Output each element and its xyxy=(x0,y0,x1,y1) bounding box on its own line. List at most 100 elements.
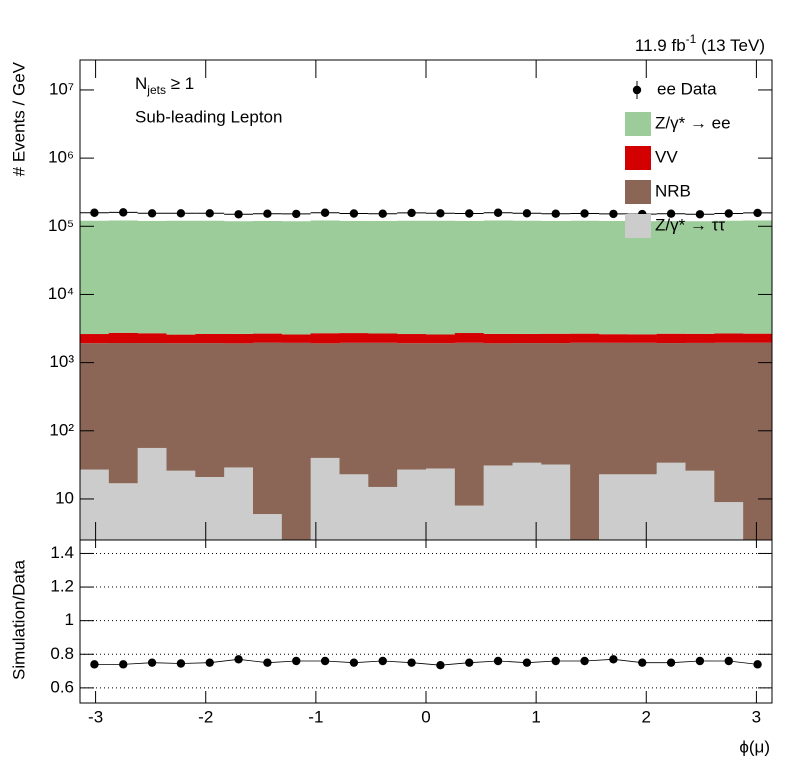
legend-label: NRB xyxy=(655,181,691,200)
data-point xyxy=(724,209,733,218)
x-tick-label: 3 xyxy=(752,707,761,726)
data-point xyxy=(234,210,243,219)
stack-bar xyxy=(685,342,715,471)
stack-bar xyxy=(224,333,254,344)
lumi-suffix: (13 TeV) xyxy=(696,36,765,55)
stack-bar xyxy=(743,342,773,540)
data-point xyxy=(176,209,186,218)
stack-bar xyxy=(685,470,715,540)
ratio-point xyxy=(609,655,618,664)
x-tick-label: 0 xyxy=(421,707,430,726)
y-tick-label: 1.4 xyxy=(50,543,74,562)
legend-swatch xyxy=(625,180,651,204)
stack-bar xyxy=(541,220,571,334)
ratio-point xyxy=(176,659,186,668)
stack-bar xyxy=(397,343,427,470)
stack-bar xyxy=(195,220,225,334)
stack-bar xyxy=(541,464,571,540)
ratio-point xyxy=(147,658,157,667)
y-tick-label: 10² xyxy=(49,420,74,439)
ratio-y-axis-label: Simulation/Data xyxy=(9,559,28,680)
data-point xyxy=(90,208,99,217)
ratio-point xyxy=(465,658,474,667)
stack-bar xyxy=(166,220,196,335)
stack-bar xyxy=(627,221,657,335)
data-point xyxy=(349,209,359,218)
stack-bar xyxy=(656,343,686,463)
ratio-point xyxy=(695,656,705,666)
stack-bar xyxy=(627,474,657,540)
stack-bar xyxy=(339,342,369,475)
ratio-point xyxy=(320,656,330,666)
stack-bar xyxy=(224,221,254,334)
ratio-point xyxy=(349,658,359,667)
legend-swatch xyxy=(625,214,651,238)
data-point xyxy=(320,208,330,217)
stack-bar xyxy=(599,342,629,475)
stack-bar xyxy=(224,467,254,540)
stack-bar xyxy=(743,220,773,334)
stack-bar xyxy=(368,342,398,487)
data-point xyxy=(263,209,272,218)
stack-bar xyxy=(599,334,629,343)
njets-sub: jets xyxy=(146,83,166,97)
ratio-point xyxy=(724,656,733,666)
stack-bar xyxy=(397,220,427,335)
stack-bar xyxy=(108,343,138,484)
data-point xyxy=(378,209,387,218)
x-axis-label: ϕ(μ) xyxy=(739,737,770,756)
legend-label: Z/γ* → ττ xyxy=(655,215,725,234)
stack-bar xyxy=(714,333,744,343)
stack-bar xyxy=(454,505,484,540)
stack-bar xyxy=(80,343,110,470)
stack-bar xyxy=(108,220,138,333)
stack-bar xyxy=(195,333,225,344)
stack-bar xyxy=(454,220,484,334)
stack-bar xyxy=(253,333,283,343)
ratio-point xyxy=(378,656,387,666)
stack-bar xyxy=(714,342,744,503)
data-point xyxy=(580,209,589,218)
stack-bar xyxy=(512,462,542,540)
njets-symbol: N xyxy=(135,74,147,93)
y-tick-label: 10³ xyxy=(49,352,74,371)
ratio-point xyxy=(205,658,214,667)
data-point xyxy=(292,209,301,219)
stack-bar xyxy=(570,342,600,540)
ratio-point xyxy=(292,656,301,666)
stack-bar xyxy=(627,334,657,343)
stack-bar xyxy=(310,333,340,344)
data-point xyxy=(465,209,474,218)
legend-label: VV xyxy=(655,147,678,166)
data-point xyxy=(119,208,128,217)
stack-bar xyxy=(108,332,138,344)
ratio-point xyxy=(436,660,445,670)
stack-bar xyxy=(368,486,398,540)
stack-bar xyxy=(714,502,744,540)
stack-bar xyxy=(656,220,686,334)
data-point xyxy=(551,209,560,218)
stack-bar xyxy=(368,220,398,334)
x-tick-label: 1 xyxy=(531,707,540,726)
stack-bar xyxy=(397,469,427,540)
ratio-point xyxy=(580,656,589,666)
lumi-sup: -1 xyxy=(686,32,697,46)
data-point xyxy=(753,208,762,218)
y-tick-label: 10 xyxy=(55,488,74,507)
stack-bar xyxy=(195,476,225,540)
y-tick-label: 10⁵ xyxy=(48,216,74,235)
stack-bar xyxy=(281,221,311,335)
lumi-label: 11.9 fb-1 (13 TeV) xyxy=(635,32,765,55)
stack-bar xyxy=(339,220,369,334)
ratio-point xyxy=(551,656,560,666)
legend-swatch xyxy=(625,112,651,136)
stack-bar xyxy=(599,220,629,335)
y-tick-label: 1.2 xyxy=(50,577,74,596)
ratio-point xyxy=(90,660,99,669)
ratio-point xyxy=(522,658,532,667)
stack-bar xyxy=(339,474,369,540)
ratio-point xyxy=(263,658,272,667)
stack-bar xyxy=(224,343,254,468)
stack-bar xyxy=(426,343,456,469)
stack-bar xyxy=(195,343,225,477)
